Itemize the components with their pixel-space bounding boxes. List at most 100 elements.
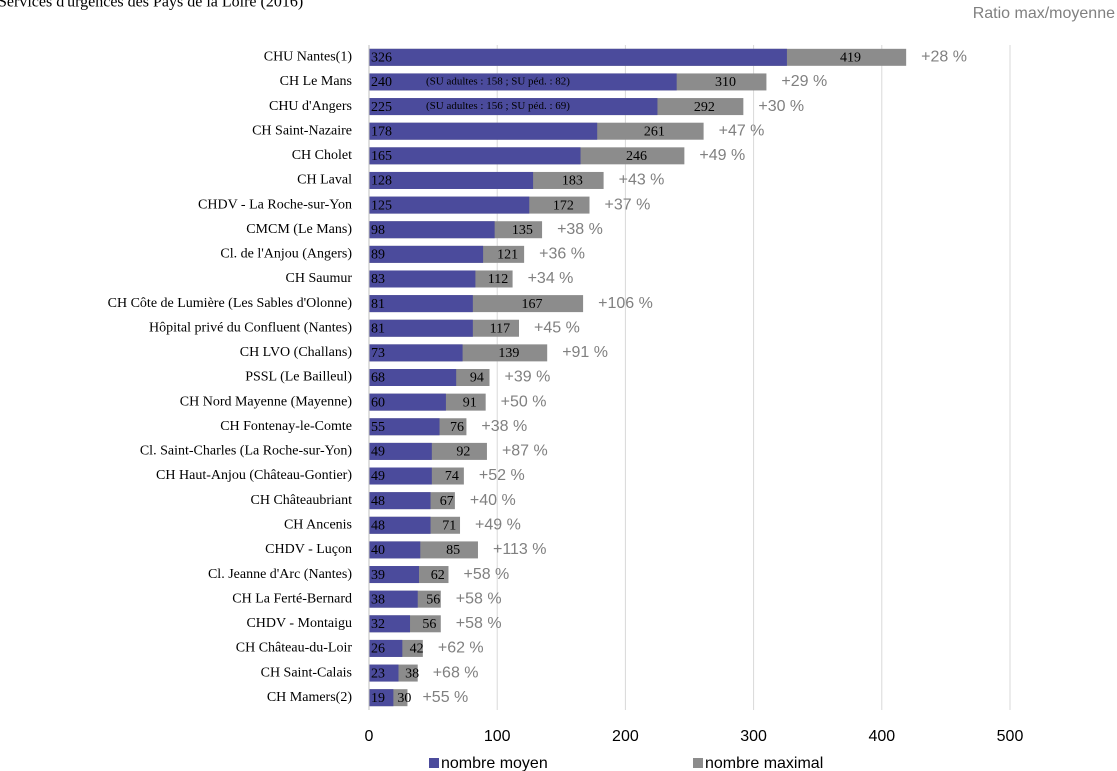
ratio-label: +55 % bbox=[422, 689, 468, 706]
ratio-label: +68 % bbox=[433, 664, 479, 681]
x-tick-label: 500 bbox=[997, 728, 1024, 745]
x-tick-label: 300 bbox=[740, 728, 767, 745]
value-label: 310 bbox=[715, 75, 736, 90]
bar-mean bbox=[369, 442, 432, 460]
y-tick-label: CH Haut-Anjou (Château-Gontier) bbox=[156, 468, 352, 483]
value-label: 292 bbox=[694, 100, 715, 115]
value-label: 139 bbox=[498, 346, 519, 361]
ratio-label: +45 % bbox=[534, 319, 580, 336]
value-label: 74 bbox=[445, 469, 459, 484]
ratio-label: +39 % bbox=[505, 369, 551, 386]
bar-mean bbox=[369, 418, 440, 436]
value-label: 125 bbox=[371, 198, 392, 213]
bar-mean bbox=[369, 73, 677, 91]
value-label: 165 bbox=[371, 149, 392, 164]
value-label: 26 bbox=[371, 642, 385, 657]
y-tick-label: CHDV - La Roche-sur-Yon bbox=[198, 197, 352, 212]
bar-mean bbox=[369, 245, 484, 263]
bar-mean bbox=[369, 689, 394, 707]
x-tick-label: 200 bbox=[612, 728, 639, 745]
ratio-label: +49 % bbox=[475, 516, 521, 533]
bar-mean bbox=[369, 590, 418, 608]
ratio-label: +34 % bbox=[528, 270, 574, 287]
y-tick-label: Cl. Saint-Charles (La Roche-sur-Yon) bbox=[140, 444, 352, 459]
ratio-label: +50 % bbox=[501, 393, 547, 410]
x-tick-label: 100 bbox=[484, 728, 511, 745]
ratio-label: +58 % bbox=[463, 566, 509, 583]
legend-label: nombre maximal bbox=[705, 755, 823, 771]
value-label: 73 bbox=[371, 346, 385, 361]
value-label: 49 bbox=[371, 445, 385, 460]
value-label: 67 bbox=[440, 494, 454, 509]
legend-swatch bbox=[429, 758, 439, 768]
ratio-label: +43 % bbox=[619, 172, 665, 189]
value-label: 94 bbox=[470, 371, 484, 386]
ratio-label: +87 % bbox=[502, 443, 548, 460]
ratio-label: +37 % bbox=[605, 196, 651, 213]
bar-mean bbox=[369, 196, 530, 214]
value-label: 40 bbox=[371, 543, 385, 558]
value-label: 30 bbox=[397, 691, 411, 706]
value-label: 68 bbox=[371, 371, 385, 386]
value-label: 19 bbox=[371, 691, 385, 706]
ratio-label: +47 % bbox=[719, 122, 765, 139]
x-tick-label: 0 bbox=[365, 728, 374, 745]
y-tick-label: CH Nord Mayenne (Mayenne) bbox=[180, 394, 353, 409]
value-label: 419 bbox=[840, 51, 861, 66]
value-label: 71 bbox=[442, 518, 456, 533]
y-tick-label: CH Château-du-Loir bbox=[236, 641, 353, 656]
y-tick-label: CH La Ferté-Bernard bbox=[232, 591, 352, 606]
bar-mean bbox=[369, 541, 421, 559]
ratio-label: +49 % bbox=[699, 147, 745, 164]
value-label: 83 bbox=[371, 272, 385, 287]
value-label: 55 bbox=[371, 420, 385, 435]
value-label: 81 bbox=[371, 297, 385, 312]
ratio-label: +38 % bbox=[481, 418, 527, 435]
bar-note: (SU adultes : 158 ; SU péd. : 82) bbox=[426, 75, 570, 87]
y-tick-label: CH Laval bbox=[297, 173, 352, 188]
value-label: 81 bbox=[371, 321, 385, 336]
y-tick-label: Cl. Jeanne d'Arc (Nantes) bbox=[208, 567, 352, 582]
ratio-label: +113 % bbox=[493, 541, 547, 558]
y-tick-label: CH Côte de Lumière (Les Sables d'Olonne) bbox=[108, 296, 353, 311]
value-label: 85 bbox=[446, 543, 460, 558]
value-label: 56 bbox=[422, 617, 436, 632]
bar-mean bbox=[369, 615, 411, 633]
ratio-label: +58 % bbox=[456, 590, 502, 607]
value-label: 48 bbox=[371, 518, 385, 533]
value-label: 178 bbox=[371, 124, 392, 139]
value-label: 98 bbox=[371, 223, 385, 238]
bar-mean bbox=[369, 122, 598, 140]
bar-mean bbox=[369, 48, 787, 66]
bar-mean bbox=[369, 147, 581, 165]
y-tick-label: Hôpital privé du Confluent (Nantes) bbox=[149, 320, 352, 335]
value-label: 183 bbox=[562, 174, 583, 189]
value-label: 121 bbox=[497, 248, 518, 263]
value-label: 56 bbox=[426, 592, 440, 607]
bar-mean bbox=[369, 319, 473, 337]
ratio-label: +40 % bbox=[470, 492, 516, 509]
y-tick-label: CH Cholet bbox=[292, 148, 352, 163]
ratio-label: +91 % bbox=[562, 344, 608, 361]
ratio-label: +62 % bbox=[438, 640, 484, 657]
y-tick-label: CHU Nantes(1) bbox=[264, 50, 353, 65]
value-label: 42 bbox=[410, 642, 424, 657]
value-label: 48 bbox=[371, 494, 385, 509]
value-label: 38 bbox=[405, 666, 419, 681]
value-label: 39 bbox=[371, 568, 385, 583]
bar-note: (SU adultes : 156 ; SU péd. : 69) bbox=[426, 100, 570, 112]
ratio-label: +29 % bbox=[781, 73, 827, 90]
y-tick-label: CMCM (Le Mans) bbox=[246, 222, 352, 237]
x-tick-label: 400 bbox=[868, 728, 895, 745]
value-label: 91 bbox=[463, 395, 477, 410]
value-label: 60 bbox=[371, 395, 385, 410]
value-label: 225 bbox=[371, 100, 392, 115]
bar-mean bbox=[369, 221, 495, 239]
y-tick-label: CH Saumur bbox=[286, 271, 353, 286]
value-label: 32 bbox=[371, 617, 385, 632]
bar-mean bbox=[369, 664, 399, 682]
y-tick-label: CH Fontenay-le-Comte bbox=[220, 419, 352, 434]
value-label: 92 bbox=[456, 445, 470, 460]
bar-mean bbox=[369, 295, 473, 313]
